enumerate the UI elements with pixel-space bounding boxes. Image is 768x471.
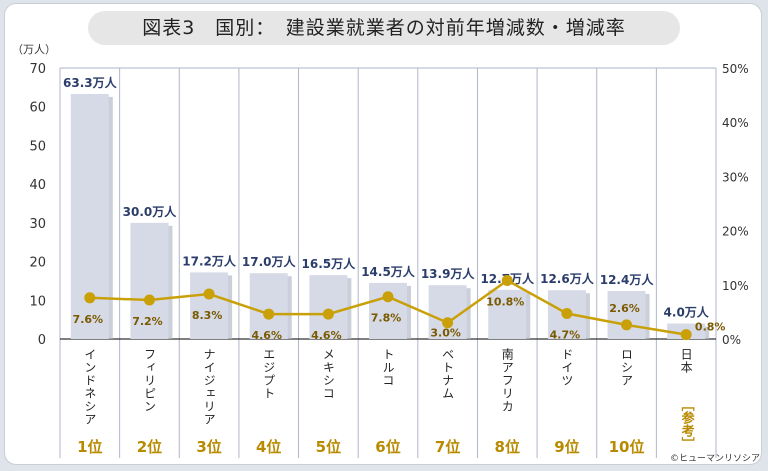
chart-card bbox=[4, 3, 762, 465]
rate-point bbox=[501, 274, 513, 286]
rank-label: 3位 bbox=[196, 438, 221, 456]
bar-value-label: 4.0万人 bbox=[664, 305, 710, 320]
rate-value-label: 8.3% bbox=[192, 309, 223, 322]
y-left-tick-label: 10 bbox=[29, 294, 46, 309]
rank-label: 2位 bbox=[137, 438, 162, 456]
rate-point bbox=[382, 291, 394, 303]
bar-value-label: 17.0万人 bbox=[242, 254, 297, 269]
y-left-tick-label: 40 bbox=[29, 178, 46, 193]
category-label: トルコ bbox=[381, 348, 395, 387]
y-left-tick-label: 70 bbox=[29, 62, 46, 77]
rank-label: 1位 bbox=[77, 438, 102, 456]
bar-value-label: 13.9万人 bbox=[421, 266, 476, 281]
category-label: メキシコ bbox=[321, 348, 335, 400]
category-label: ドイツ bbox=[560, 348, 574, 387]
y-right-tick-label: 30% bbox=[722, 170, 749, 184]
category-label: インドネシア bbox=[83, 348, 97, 426]
bar-value-label: 30.0万人 bbox=[123, 204, 178, 219]
rank-label: 5位 bbox=[316, 438, 341, 456]
bar-value-label: 12.6万人 bbox=[540, 271, 595, 286]
rate-point bbox=[84, 292, 96, 304]
rate-point bbox=[143, 294, 155, 306]
rate-value-label: 7.6% bbox=[73, 313, 104, 326]
rank-label: 7位 bbox=[435, 438, 460, 456]
rate-point bbox=[621, 319, 633, 331]
category-label: ロシア bbox=[620, 348, 634, 387]
bar-value-label: 17.2万人 bbox=[182, 253, 237, 268]
title-pill bbox=[88, 11, 680, 45]
y-left-tick-label: 60 bbox=[29, 101, 46, 116]
rate-value-label: 4.6% bbox=[251, 329, 282, 342]
rate-point bbox=[561, 308, 573, 320]
y-left-unit-label: （万人） bbox=[12, 43, 56, 56]
category-label: 日本 bbox=[679, 348, 693, 374]
rank-label: 8位 bbox=[495, 438, 520, 456]
rank-label: 10位 bbox=[609, 438, 645, 456]
rate-value-label: 7.8% bbox=[371, 312, 402, 325]
bar bbox=[249, 273, 288, 339]
bar-value-label: 14.5万人 bbox=[361, 264, 416, 279]
rate-value-label: 4.6% bbox=[311, 329, 342, 342]
y-left-tick-label: 20 bbox=[29, 256, 46, 271]
category-label: ベトナム bbox=[441, 348, 455, 400]
copyright-credit: ©ヒューマンリソシア bbox=[670, 454, 761, 464]
bar bbox=[607, 290, 646, 339]
rank-label: 9位 bbox=[554, 438, 579, 456]
category-label: エジプト bbox=[262, 348, 276, 400]
rate-value-label: 4.7% bbox=[550, 329, 581, 342]
y-left-tick-label: 30 bbox=[29, 217, 46, 232]
rate-value-label: 7.2% bbox=[132, 315, 163, 328]
y-left-tick-label: 0 bbox=[38, 333, 46, 348]
bar-value-label: 12.4万人 bbox=[600, 272, 655, 287]
category-label: ナイジェリア bbox=[202, 348, 216, 426]
bar bbox=[428, 285, 467, 339]
rank-label: ［参考］ bbox=[679, 398, 695, 450]
rank-label: 6位 bbox=[375, 438, 400, 456]
rate-point bbox=[263, 308, 275, 320]
y-left-tick-label: 50 bbox=[29, 139, 46, 154]
y-right-tick-label: 0% bbox=[722, 333, 741, 347]
bar bbox=[190, 272, 229, 339]
y-right-tick-label: 10% bbox=[722, 279, 749, 293]
y-right-tick-label: 40% bbox=[722, 116, 749, 130]
category-label: 南アフリカ bbox=[500, 347, 514, 413]
rate-point bbox=[322, 308, 334, 320]
rate-value-label: 0.8% bbox=[695, 321, 726, 334]
bar-value-label: 16.5万人 bbox=[302, 256, 357, 271]
rate-point bbox=[442, 317, 454, 329]
rate-value-label: 2.6% bbox=[609, 302, 640, 315]
bar bbox=[488, 289, 527, 339]
category-label: フィリピン bbox=[142, 348, 156, 413]
rate-point bbox=[203, 288, 215, 300]
rate-value-label: 10.8% bbox=[486, 295, 524, 308]
rate-value-label: 3.0% bbox=[430, 327, 461, 340]
rate-point bbox=[680, 329, 692, 341]
bar bbox=[309, 275, 348, 339]
rank-label: 4位 bbox=[256, 438, 281, 456]
bar bbox=[130, 222, 169, 339]
bar-value-label: 63.3万人 bbox=[63, 75, 118, 90]
y-right-tick-label: 20% bbox=[722, 225, 749, 239]
chart-title: 図表3 国別： 建設業就業者の対前年増減数・増減率 bbox=[142, 17, 626, 39]
y-right-tick-label: 50% bbox=[722, 62, 749, 76]
